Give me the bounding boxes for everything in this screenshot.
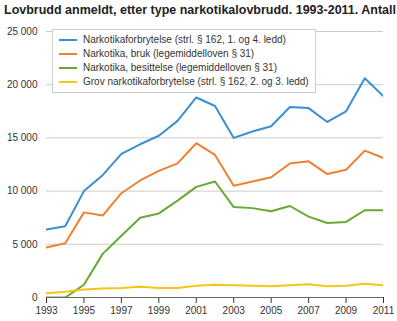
- svg-text:1993: 1993: [35, 305, 58, 316]
- svg-text:1997: 1997: [110, 305, 133, 316]
- html-text:Lovbrudd anmeldt, etter type n: Lovbrudd anmeldt, etter type narkotikalo…: [4, 3, 396, 17]
- svg-text:2005: 2005: [260, 305, 283, 316]
- svg-text:2011: 2011: [373, 305, 395, 316]
- svg-text:2003: 2003: [223, 305, 246, 316]
- html-text:Narkotika, bruk (legemiddellov: Narkotika, bruk (legemiddelloven § 31): [83, 48, 255, 59]
- svg-text:25 000: 25 000: [7, 26, 38, 37]
- svg-text:1999: 1999: [148, 305, 171, 316]
- svg-text:10 000: 10 000: [7, 185, 38, 196]
- svg-text:2001: 2001: [185, 305, 208, 316]
- svg-text:20 000: 20 000: [7, 79, 38, 90]
- html-text:Narkotikaforbrytelse (strl. §: Narkotikaforbrytelse (strl. § 162, 1. og…: [83, 34, 286, 45]
- svg-text:1995: 1995: [73, 305, 96, 316]
- svg-text:0: 0: [32, 292, 38, 303]
- svg-text:5 000: 5 000: [12, 239, 37, 250]
- svg-text:15 000: 15 000: [7, 132, 38, 143]
- html-text:Grov narkotikaforbrytelse (str: Grov narkotikaforbrytelse (strl. § 162, …: [83, 76, 309, 87]
- svg-text:2007: 2007: [297, 305, 320, 316]
- svg-text:2009: 2009: [335, 305, 358, 316]
- html-text:Narkotika, besittelse (legemid: Narkotika, besittelse (legemiddelloven §…: [83, 62, 277, 73]
